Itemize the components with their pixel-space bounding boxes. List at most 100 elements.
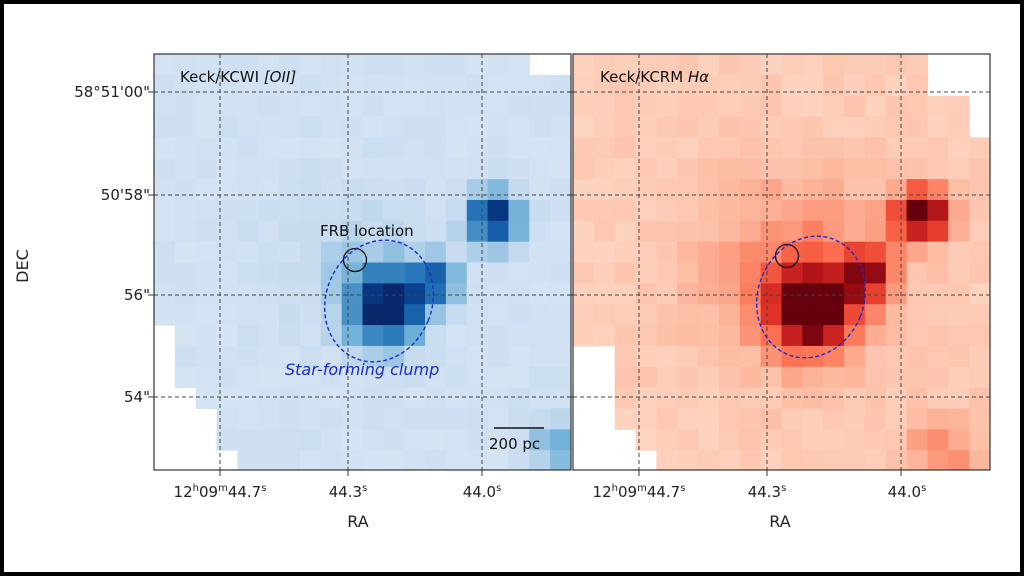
map-pixel bbox=[445, 95, 468, 118]
map-pixel bbox=[948, 262, 970, 284]
star-forming-clump-ellipse bbox=[323, 239, 435, 363]
map-pixel bbox=[279, 429, 301, 451]
map-pixel bbox=[320, 54, 343, 76]
map-pixel bbox=[425, 179, 447, 201]
map-pixel bbox=[614, 325, 637, 347]
map-pixel bbox=[216, 74, 238, 97]
map-pixel bbox=[593, 199, 616, 222]
map-pixel bbox=[635, 304, 657, 326]
map-pixel bbox=[823, 54, 845, 76]
map-pixel bbox=[718, 429, 741, 451]
map-pixel bbox=[279, 220, 301, 243]
map-pixel bbox=[844, 304, 866, 326]
map-pixel bbox=[195, 262, 218, 284]
map-pixel bbox=[656, 366, 678, 389]
oii-intensity-map bbox=[154, 54, 571, 470]
map-pixel bbox=[802, 116, 824, 138]
map-pixel bbox=[299, 220, 322, 243]
map-pixel bbox=[550, 304, 571, 326]
map-pixel bbox=[529, 387, 551, 410]
map-pixel bbox=[969, 220, 990, 243]
map-pixel bbox=[739, 345, 762, 368]
map-pixel bbox=[593, 116, 616, 138]
map-pixel bbox=[279, 54, 301, 76]
map-pixel bbox=[466, 241, 489, 264]
map-pixel bbox=[154, 220, 176, 243]
map-pixel bbox=[299, 199, 322, 222]
map-pixel bbox=[593, 54, 616, 76]
map-pixel bbox=[466, 179, 489, 201]
map-pixel bbox=[216, 387, 238, 410]
map-pixel bbox=[445, 179, 468, 201]
map-pixel bbox=[677, 220, 699, 243]
map-pixel bbox=[614, 95, 637, 118]
map-pixel bbox=[739, 408, 762, 430]
map-pixel bbox=[593, 283, 616, 305]
map-pixel bbox=[341, 137, 364, 159]
map-pixel bbox=[341, 408, 364, 430]
map-pixel bbox=[864, 137, 887, 159]
map-pixel bbox=[969, 179, 990, 201]
map-pixel bbox=[487, 158, 510, 180]
map-pixel bbox=[969, 241, 990, 264]
map-pixel bbox=[195, 137, 218, 159]
map-pixel bbox=[550, 220, 571, 243]
map-pixel bbox=[487, 345, 510, 368]
map-pixel bbox=[802, 137, 824, 159]
map-pixel bbox=[635, 95, 657, 118]
map-pixel bbox=[844, 74, 866, 97]
map-pixel bbox=[195, 95, 218, 118]
map-pixel bbox=[237, 325, 259, 347]
map-pixel bbox=[258, 137, 280, 159]
map-pixel bbox=[906, 54, 929, 76]
map-pixel bbox=[383, 74, 405, 97]
map-pixel bbox=[885, 179, 908, 201]
map-pixel bbox=[341, 179, 364, 201]
map-pixel bbox=[258, 179, 280, 201]
map-pixel bbox=[258, 262, 280, 284]
map-pixel bbox=[383, 262, 405, 284]
map-pixel bbox=[550, 429, 571, 451]
map-pixel bbox=[573, 262, 595, 284]
map-pixel bbox=[299, 450, 322, 470]
map-pixel bbox=[550, 95, 571, 118]
map-pixel bbox=[237, 429, 259, 451]
map-pixel bbox=[927, 283, 949, 305]
map-pixel bbox=[550, 387, 571, 410]
map-pixel bbox=[383, 158, 405, 180]
map-pixel bbox=[718, 345, 741, 368]
map-pixel bbox=[299, 95, 322, 118]
x-tick-label: 12h09m44.7s bbox=[593, 483, 686, 501]
map-pixel bbox=[823, 74, 845, 97]
map-pixel bbox=[445, 387, 468, 410]
map-pixel bbox=[174, 304, 197, 326]
map-pixel bbox=[445, 158, 468, 180]
map-pixel bbox=[383, 283, 405, 305]
map-pixel bbox=[154, 95, 176, 118]
map-pixel bbox=[425, 283, 447, 305]
map-pixel bbox=[445, 262, 468, 284]
map-pixel bbox=[948, 199, 970, 222]
map-pixel bbox=[635, 137, 657, 159]
map-pixel bbox=[677, 116, 699, 138]
map-pixel bbox=[383, 387, 405, 410]
map-pixel bbox=[154, 199, 176, 222]
map-pixel bbox=[656, 262, 678, 284]
map-pixel bbox=[445, 137, 468, 159]
map-pixel bbox=[466, 158, 489, 180]
map-pixel bbox=[802, 450, 824, 470]
map-pixel bbox=[383, 95, 405, 118]
map-pixel bbox=[404, 283, 426, 305]
map-pixel bbox=[550, 158, 571, 180]
map-pixel bbox=[614, 179, 637, 201]
map-pixel bbox=[154, 158, 176, 180]
map-pixel bbox=[341, 95, 364, 118]
map-pixel bbox=[844, 95, 866, 118]
map-pixel bbox=[174, 325, 197, 347]
map-pixel bbox=[802, 54, 824, 76]
map-pixel bbox=[677, 179, 699, 201]
map-pixel bbox=[906, 387, 929, 410]
map-pixel bbox=[279, 95, 301, 118]
map-pixel bbox=[739, 95, 762, 118]
map-pixel bbox=[445, 366, 468, 389]
